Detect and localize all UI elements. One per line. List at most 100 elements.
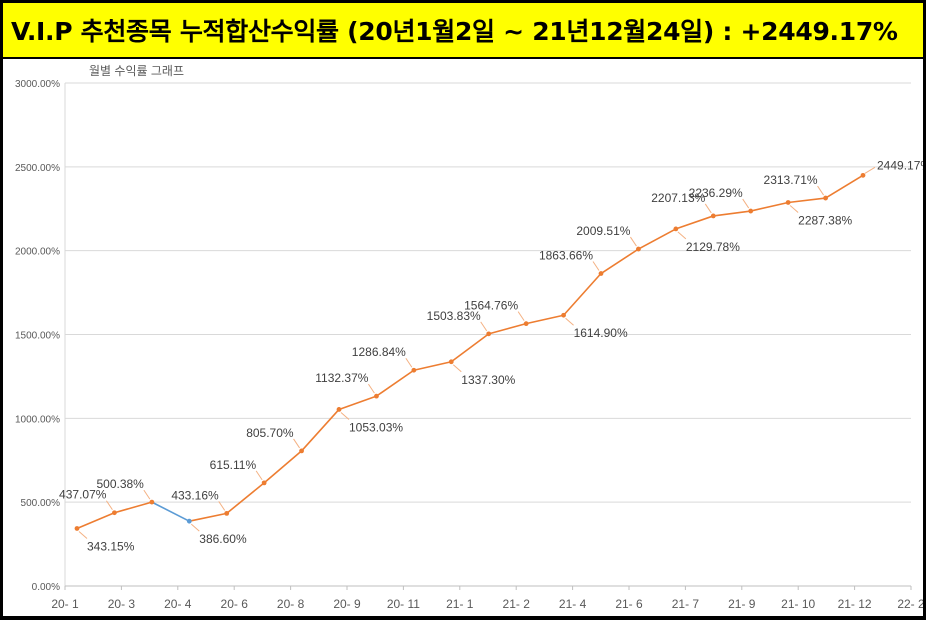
grid-lines — [64, 82, 912, 590]
leader-line — [143, 489, 151, 500]
data-labels: 343.15% 437.07%500.38% 386.60% 433.16% 615.1… — [59, 158, 926, 553]
series-line-segment — [638, 228, 677, 250]
data-label: 2287.38% — [798, 213, 852, 227]
leader-line — [817, 185, 824, 196]
series-line-segment — [675, 215, 714, 230]
series-line-segment — [562, 272, 602, 316]
data-point — [823, 195, 828, 201]
x-tick-label: 21- 10 — [781, 597, 815, 611]
series-line-segment — [300, 408, 340, 452]
y-tick-label: 1000.00% — [15, 414, 60, 425]
leader-lines — [78, 166, 876, 539]
data-label: 437.07% — [59, 488, 107, 502]
data-point — [336, 407, 342, 412]
series-line-segment — [338, 395, 377, 411]
data-label: 343.15% — [87, 539, 135, 553]
series-line-segment — [413, 360, 452, 372]
x-tick-label: 20- 11 — [387, 597, 420, 611]
data-label: 500.38% — [96, 477, 144, 491]
leader-line — [368, 383, 375, 394]
data-label: 386.60% — [199, 532, 247, 546]
x-tick-label: 21- 4 — [559, 597, 587, 611]
x-tick-label: 20- 9 — [333, 597, 361, 611]
data-point — [561, 312, 566, 318]
data-points — [74, 172, 866, 531]
data-label: 1863.66% — [539, 249, 593, 263]
data-point — [748, 208, 754, 214]
x-tick-label: 20- 4 — [164, 597, 192, 611]
data-label: 1503.83% — [427, 309, 481, 323]
chart-title: 월별 수익률 그래프 — [89, 64, 184, 78]
leader-line — [742, 198, 750, 209]
header-title: V.I.P 추천종목 누적합산수익률 (20년1월2일 ~ 21년12월24일)… — [11, 17, 898, 46]
data-point — [598, 271, 604, 276]
x-tick-label: 21- 9 — [728, 597, 756, 611]
leader-line — [78, 531, 88, 539]
series-line-segment — [525, 314, 564, 325]
data-label: 2449.17% — [877, 158, 923, 172]
x-tick-label: 21- 12 — [838, 597, 872, 611]
data-label: 433.16% — [171, 488, 219, 502]
data-point — [523, 321, 529, 327]
x-tick-label: 20- 3 — [108, 597, 136, 611]
series-line-segment — [825, 174, 864, 199]
series-line-segment — [189, 512, 227, 522]
data-label: 1132.37% — [315, 371, 368, 385]
data-label: 805.70% — [246, 426, 294, 440]
series-line-segment — [114, 501, 153, 514]
data-point — [149, 499, 155, 505]
series-line-segment — [375, 369, 415, 397]
data-label: 1286.84% — [352, 345, 406, 359]
y-tick-label: 2500.00% — [15, 163, 60, 174]
series-line-segment — [600, 248, 639, 275]
leader-line — [630, 236, 637, 247]
data-label: 2129.78% — [686, 240, 740, 254]
data-label: 2313.71% — [764, 173, 818, 187]
data-point — [261, 480, 267, 486]
x-tick-label: 20- 6 — [221, 597, 249, 611]
leader-line — [704, 203, 712, 214]
series-line-segment — [488, 322, 527, 335]
leader-line — [789, 205, 799, 213]
leader-line — [517, 311, 525, 321]
x-tick-label: 20- 8 — [277, 597, 305, 611]
y-tick-label: 500.00% — [21, 498, 61, 509]
data-point — [448, 359, 454, 365]
y-tick-label: 1500.00% — [15, 331, 60, 342]
x-tick-label: 21- 2 — [503, 597, 531, 611]
data-label: 1564.76% — [464, 299, 518, 313]
data-point — [636, 246, 641, 252]
series-line-segment — [76, 511, 115, 530]
data-point — [186, 518, 192, 524]
data-label: 2236.29% — [689, 186, 743, 200]
leader-line — [340, 412, 350, 420]
data-label: 1053.03% — [349, 420, 403, 434]
x-tick-label: 22- 2 — [897, 597, 923, 611]
data-point — [112, 510, 117, 516]
data-point — [374, 393, 379, 399]
series-line-segment — [263, 450, 303, 484]
x-axis-labels: 20- 1 20- 3 20- 4 20- 6 20- 8 20- 9 20- 11 21- … — [51, 597, 925, 611]
data-point — [785, 200, 791, 205]
series-line-segment — [226, 482, 265, 514]
leader-line — [190, 523, 200, 532]
header-banner: V.I.P 추천종목 누적합산수익률 (20년1월2일 ~ 21년12월24일)… — [3, 3, 923, 58]
y-tick-label: 3000.00% — [15, 79, 60, 90]
return-line-chart: 월별 수익률 그래프 0.00% 500.00% 1000.00% 1500.00% 2… — [15, 64, 926, 611]
leader-line — [293, 438, 300, 449]
data-point — [860, 172, 866, 178]
data-label: 615.11% — [210, 458, 257, 472]
leader-line — [452, 364, 462, 373]
series-line-segment — [750, 201, 789, 212]
x-tick-label: 21- 1 — [446, 597, 474, 611]
x-tick-label: 21- 7 — [672, 597, 700, 611]
data-point — [673, 226, 679, 232]
leader-line — [106, 500, 113, 510]
y-tick-label: 0.00% — [32, 582, 60, 593]
y-tick-label: 2000.00% — [15, 247, 60, 258]
data-label: 1614.90% — [574, 326, 628, 340]
data-label: 2009.51% — [576, 224, 630, 238]
leader-line — [592, 261, 600, 271]
series-line-segment — [788, 197, 826, 204]
